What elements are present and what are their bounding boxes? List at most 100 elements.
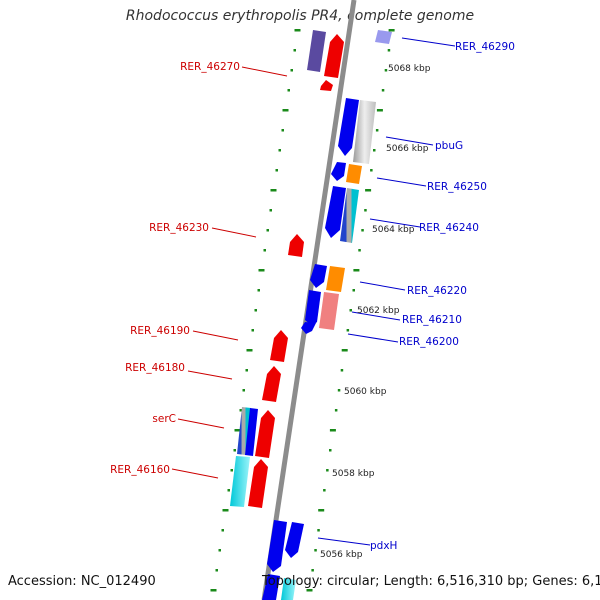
outer-tick <box>306 589 313 592</box>
gene-label-rer-46190[interactable]: RER_46190 <box>130 325 190 337</box>
gene-arrow-blue-46240 <box>325 186 346 238</box>
gene-arrow-red-46160 <box>248 459 268 508</box>
gene-arrow-blue-pdxh-2 <box>285 522 304 558</box>
inner-tick <box>281 129 284 132</box>
gene-block-cyan-bottom <box>281 578 296 600</box>
outer-tick <box>337 389 341 392</box>
outer-tick <box>365 189 372 192</box>
gene-label-pdxh[interactable]: pdxH <box>370 540 397 552</box>
kbp-label-5066: 5066 kbp <box>386 144 429 154</box>
inner-tick <box>254 309 257 312</box>
outer-tick <box>384 69 388 72</box>
inner-tick <box>282 109 289 112</box>
gene-arrow-red-46270 <box>324 34 344 78</box>
inner-tick <box>251 329 254 332</box>
kbp-label-5064: 5064 kbp <box>372 225 415 235</box>
gene-arrow-red-small-top <box>320 80 333 91</box>
outer-tick <box>311 569 314 572</box>
gene-arrow-blue-serC <box>245 408 258 456</box>
gene-arrow-blue-small-2 <box>301 322 316 334</box>
gene-striped-sercA <box>237 407 251 455</box>
gene-striped-46240 <box>340 188 359 243</box>
inner-tick <box>218 549 221 552</box>
outer-tick <box>364 209 367 212</box>
outer-tick <box>340 369 344 372</box>
outer-tick <box>314 549 317 552</box>
reverse-label-leaders <box>171 66 288 479</box>
inner-tick <box>278 149 281 152</box>
forward-label-leaders <box>317 37 456 546</box>
inner-tick <box>221 529 224 532</box>
outer-tick <box>375 129 379 132</box>
outer-tick <box>318 509 325 512</box>
gene-block-orange-46220 <box>326 266 345 292</box>
inner-tick <box>263 249 266 252</box>
gene-label-rer-46160[interactable]: RER_46160 <box>110 464 170 476</box>
gene-label-rer-46180[interactable]: RER_46180 <box>125 362 185 374</box>
gene-arrow-blue-pbug <box>338 98 359 156</box>
gene-label-serc[interactable]: serC <box>152 413 176 425</box>
outer-tick <box>329 429 336 432</box>
outer-tick <box>388 29 395 32</box>
gene-label-rer-46230[interactable]: RER_46230 <box>149 222 209 234</box>
inner-tick <box>239 409 242 412</box>
gene-arrow-blue-bottom <box>262 574 280 600</box>
outer-tick <box>387 49 391 52</box>
gene-label-rer-46220[interactable]: RER_46220 <box>407 285 467 297</box>
genome-stats-text: Topology: circular; Length: 6,516,310 bp… <box>262 574 600 589</box>
gene-arrow-red-46230 <box>288 234 304 257</box>
forward-strand-genes <box>262 30 392 600</box>
inner-tick <box>242 389 245 392</box>
inner-tick <box>294 29 301 32</box>
kbp-label-5058: 5058 kbp <box>332 469 375 479</box>
inner-tick <box>269 209 272 212</box>
gene-label-rer-46210[interactable]: RER_46210 <box>402 314 462 326</box>
gene-label-rer-46290[interactable]: RER_46290 <box>455 41 515 53</box>
outer-tick <box>353 269 360 272</box>
gene-label-rer-46240[interactable]: RER_46240 <box>419 222 479 234</box>
inner-tick <box>215 569 218 572</box>
inner-tick <box>234 429 241 432</box>
outer-tick <box>346 329 350 332</box>
outer-tick <box>349 309 352 312</box>
gene-arrow-blue-46220 <box>310 264 327 288</box>
outer-tick <box>317 529 320 532</box>
outer-tick <box>323 489 326 492</box>
inner-tick <box>293 49 296 52</box>
kbp-label-5062: 5062 kbp <box>357 306 400 316</box>
kbp-label-5068: 5068 kbp <box>388 64 431 74</box>
gene-label-pbug[interactable]: pbuG <box>435 140 463 152</box>
outer-tick <box>358 249 361 252</box>
gene-label-rer-46250[interactable]: RER_46250 <box>427 181 487 193</box>
gene-label-rer-46270[interactable]: RER_46270 <box>180 61 240 73</box>
inner-tick <box>245 369 248 372</box>
forward-gene-labels: RER_46290 pbuG RER_46250 RER_46240 RER_4… <box>370 41 515 552</box>
gene-label-rer-46200[interactable]: RER_46200 <box>399 336 459 348</box>
reverse-strand-genes <box>230 30 344 508</box>
inner-tick <box>210 589 217 592</box>
inner-tick <box>275 169 278 172</box>
gene-arrow-red-46190 <box>270 330 288 362</box>
gene-block-pink-46210 <box>319 292 339 330</box>
outer-tick <box>373 149 376 152</box>
outer-tick <box>341 349 348 352</box>
inner-tick <box>222 509 229 512</box>
outer-tick <box>376 109 383 112</box>
inner-tick <box>290 69 293 72</box>
outer-tick <box>381 89 385 92</box>
outer-tick <box>352 289 355 292</box>
map-title: Rhodococcus erythropolis PR4, complete g… <box>125 8 475 24</box>
gene-block-cyan-46160 <box>230 456 250 507</box>
inner-tick <box>257 289 260 292</box>
tick-marks-inner <box>210 29 301 592</box>
accession-text: Accession: NC_012490 <box>8 574 156 589</box>
gene-block-orange-46250 <box>346 164 362 184</box>
inner-tick <box>287 89 290 92</box>
inner-tick <box>266 229 269 232</box>
gene-arrow-blue-small-1 <box>331 162 346 181</box>
gene-arrow-blue-pdxh-1 <box>267 520 287 572</box>
inner-tick <box>246 349 253 352</box>
inner-tick <box>258 269 265 272</box>
inner-tick <box>227 489 230 492</box>
